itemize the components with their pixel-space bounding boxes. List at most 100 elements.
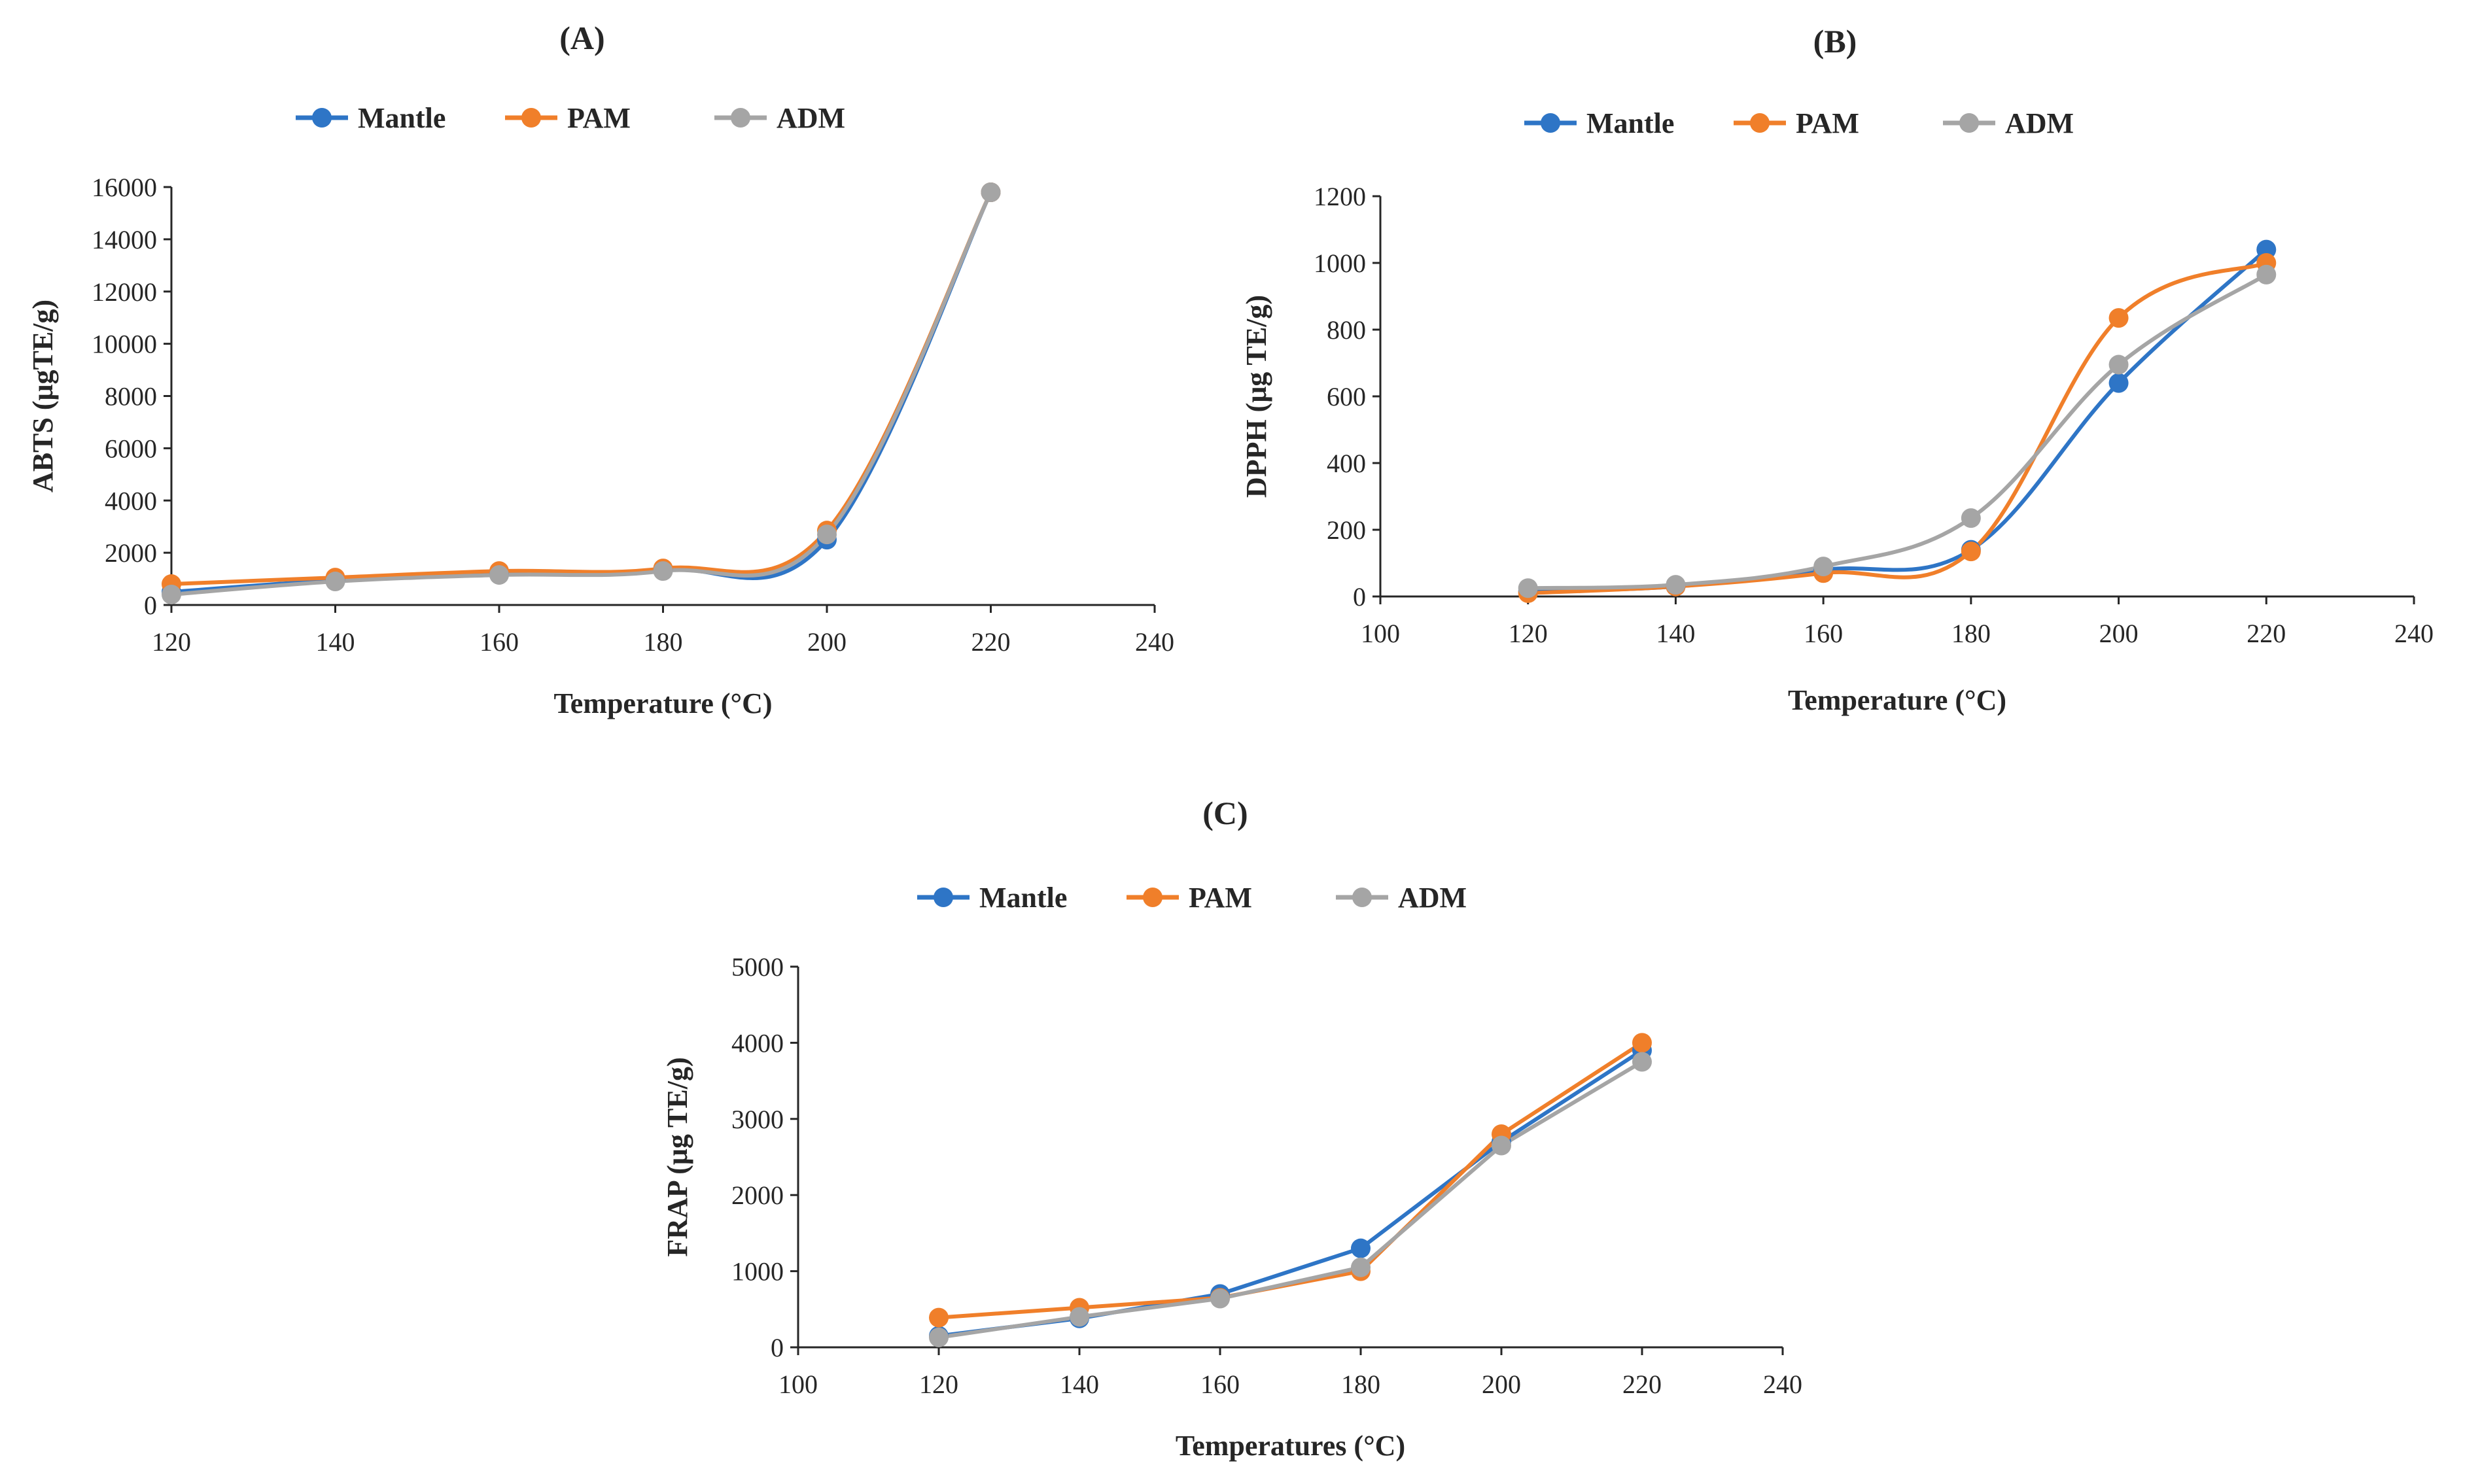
panel-label: (A) (559, 20, 604, 56)
x-tick-label: 240 (2394, 619, 2434, 648)
series-line-adm (1528, 273, 2267, 591)
legend-marker-adm (1959, 113, 1979, 133)
x-tick-label: 120 (152, 627, 191, 657)
y-tick-label: 400 (1327, 449, 1366, 478)
data-point-pam (929, 1307, 949, 1328)
data-point-adm (1070, 1307, 1089, 1327)
y-tick-label: 1200 (1314, 182, 1366, 211)
data-point-mantle (2108, 373, 2129, 393)
legend-marker-adm (1352, 888, 1372, 907)
x-tick-label: 120 (919, 1370, 958, 1399)
legend-label-adm: ADM (777, 102, 845, 134)
y-tick-label: 200 (1327, 515, 1366, 545)
y-axis-title: FRAP (μg TE/g) (661, 1057, 693, 1256)
y-axis-title: DPPH (μg TE/g) (1240, 295, 1272, 498)
x-tick-label: 220 (2246, 619, 2286, 648)
legend-label-mantle: Mantle (358, 102, 446, 134)
y-tick-label: 1000 (731, 1257, 784, 1286)
panel-label: (B) (1813, 23, 1857, 60)
y-tick-label: 4000 (731, 1028, 784, 1058)
legend-marker-pam (1750, 113, 1770, 133)
y-tick-label: 8000 (105, 382, 157, 411)
data-point-adm (981, 182, 1001, 202)
series-line-adm (171, 191, 993, 597)
data-point-pam (1961, 542, 1981, 562)
y-tick-label: 16000 (92, 173, 157, 202)
chart-panel-c: (C) Mantle PAM ADM 0 1000 2000 3000 4000 5000 100 1… (661, 795, 1802, 1462)
x-tick-label: 180 (1341, 1370, 1380, 1399)
x-tick-label: 140 (1060, 1370, 1099, 1399)
y-tick-label: 2000 (731, 1181, 784, 1210)
x-tick-label: 240 (1763, 1370, 1802, 1399)
legend-label-mantle: Mantle (1586, 107, 1674, 139)
x-tick-label: 120 (1509, 619, 1548, 648)
y-tick-label: 10000 (92, 330, 157, 359)
x-tick-label: 180 (644, 627, 683, 657)
data-point-mantle (1351, 1238, 1371, 1258)
data-point-adm (325, 572, 345, 592)
panel-label: (C) (1202, 795, 1248, 831)
legend-marker-mantle (1541, 113, 1560, 133)
legend-marker-pam (1143, 888, 1163, 907)
legend-label-adm: ADM (2005, 107, 2074, 139)
y-tick-label: 12000 (92, 277, 157, 307)
y-tick-label: 14000 (92, 225, 157, 254)
series-line-mantle (938, 1048, 1643, 1338)
data-point-pam (2108, 308, 2129, 328)
x-tick-label: 140 (316, 627, 355, 657)
x-tick-label: 200 (2099, 619, 2139, 648)
x-tick-label: 160 (1804, 619, 1843, 648)
data-point-adm (929, 1327, 949, 1347)
data-point-adm (1632, 1052, 1652, 1072)
legend-label-pam: PAM (1189, 882, 1252, 914)
legend-marker-mantle (312, 108, 332, 128)
y-tick-label: 0 (1353, 582, 1366, 612)
x-tick-label: 180 (1951, 619, 1991, 648)
legend-label-mantle: Mantle (979, 882, 1067, 914)
x-tick-label: 220 (971, 627, 1011, 657)
data-point-adm (1666, 575, 1686, 595)
legend-marker-adm (731, 108, 750, 128)
x-tick-label: 100 (778, 1370, 818, 1399)
x-tick-label: 220 (1622, 1370, 1662, 1399)
data-point-adm (1813, 557, 1834, 577)
series-line-pam (171, 191, 993, 587)
y-tick-label: 3000 (731, 1105, 784, 1134)
chart-panel-b: (B) Mantle PAM ADM 0 200 400 600 800 1000 1200 100 1… (1240, 23, 2434, 716)
data-point-adm (162, 585, 181, 605)
x-axis-title: Temperature (°C) (553, 687, 772, 719)
y-tick-label: 1000 (1314, 249, 1366, 278)
x-tick-label: 140 (1656, 619, 1695, 648)
series-line-adm (938, 1060, 1643, 1339)
series-line-mantle (171, 191, 993, 595)
data-point-adm (817, 525, 837, 545)
x-axis-title: Temperatures (°C) (1176, 1430, 1405, 1462)
data-point-pam (1632, 1033, 1652, 1053)
data-point-adm (653, 561, 673, 581)
y-tick-label: 800 (1327, 315, 1366, 345)
x-tick-label: 240 (1135, 627, 1174, 657)
legend-marker-mantle (934, 888, 953, 907)
legend-label-adm: ADM (1398, 882, 1467, 914)
series-line-mantle (1528, 248, 2268, 594)
y-tick-label: 4000 (105, 486, 157, 515)
y-tick-label: 5000 (731, 952, 784, 982)
series-line-pam (938, 1041, 1643, 1320)
legend-marker-pam (521, 108, 541, 128)
x-axis-title: Temperature (°C) (1788, 684, 2006, 716)
data-point-adm (2108, 354, 2129, 375)
data-point-adm (489, 565, 509, 585)
data-point-adm (1518, 578, 1538, 598)
data-point-adm (2256, 264, 2277, 285)
x-tick-label: 160 (1200, 1370, 1240, 1399)
x-tick-label: 100 (1361, 619, 1400, 648)
data-point-adm (1492, 1135, 1511, 1156)
x-tick-label: 200 (807, 627, 847, 657)
legend-label-pam: PAM (1796, 107, 1859, 139)
x-tick-label: 160 (480, 627, 519, 657)
chart-panel-a: (A) Mantle PAM ADM 0 2000 4000 6000 8000 10000 120… (27, 20, 1174, 719)
y-tick-label: 6000 (105, 434, 157, 463)
series-line-pam (1528, 261, 2267, 595)
y-axis-title: ABTS (μgTE/g) (27, 300, 59, 492)
